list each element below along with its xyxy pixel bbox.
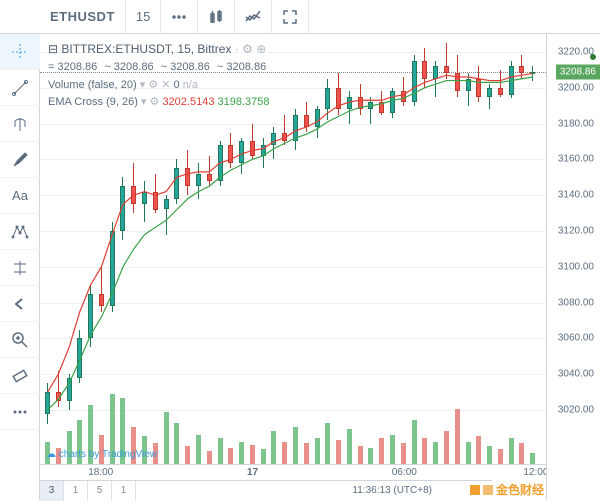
time-axis[interactable]: 18:00 17 06:00 12:00 bbox=[40, 464, 546, 480]
volume-bar bbox=[530, 453, 535, 464]
trendline-tool[interactable] bbox=[0, 70, 40, 106]
time-tick: 18:00 bbox=[88, 467, 113, 478]
volume-bar bbox=[271, 431, 276, 464]
prediction-tool[interactable] bbox=[0, 250, 40, 286]
volume-bar bbox=[519, 443, 524, 464]
volume-bar bbox=[293, 427, 298, 464]
undo-button[interactable] bbox=[0, 286, 40, 322]
volume-bar bbox=[476, 436, 481, 464]
volume-bar bbox=[401, 443, 406, 464]
watermark: 金色财经 bbox=[470, 481, 544, 498]
volume-bar bbox=[174, 423, 179, 464]
volume-bar bbox=[455, 409, 460, 464]
chart-style-button[interactable] bbox=[198, 0, 235, 34]
price-tick: 3180.00 bbox=[558, 118, 594, 129]
price-tick: 3200.00 bbox=[558, 82, 594, 93]
price-tick: 3160.00 bbox=[558, 154, 594, 165]
current-price-label: 3208.86 bbox=[556, 64, 600, 79]
timeframe-button[interactable]: 1 bbox=[112, 481, 136, 501]
volume-bar bbox=[250, 445, 255, 464]
more-tools[interactable] bbox=[0, 394, 40, 430]
price-tick: 3120.00 bbox=[558, 226, 594, 237]
volume-bar bbox=[207, 451, 212, 464]
timeframe-button[interactable]: 1 bbox=[64, 481, 88, 501]
indicators-button[interactable] bbox=[235, 0, 272, 34]
legend-title: BITTREX:ETHUSDT, 15, Bittrex bbox=[61, 42, 231, 56]
interval-menu[interactable] bbox=[161, 0, 198, 34]
volume-bar bbox=[196, 435, 201, 464]
time-tick: 12:00 bbox=[523, 467, 548, 478]
volume-bar bbox=[466, 442, 471, 464]
volume-bar bbox=[433, 442, 438, 464]
volume-bar bbox=[390, 435, 395, 464]
volume-bar bbox=[498, 449, 503, 464]
timeframe-button[interactable]: 3 bbox=[40, 481, 64, 501]
price-tick: 3060.00 bbox=[558, 333, 594, 344]
price-tick: 3040.00 bbox=[558, 369, 594, 380]
tradingview-credit: ☁ charts by TradingView bbox=[46, 449, 157, 460]
drawing-toolbar: Aa bbox=[0, 34, 40, 500]
price-tick: 3220.00 bbox=[558, 46, 594, 57]
fullscreen-button[interactable] bbox=[272, 0, 309, 34]
volume-bar bbox=[218, 438, 223, 464]
bottom-bar: 3151 11:36:13 (UTC+8) bbox=[40, 480, 492, 500]
interval-selector[interactable]: 15 bbox=[126, 0, 161, 34]
volume-bar bbox=[185, 446, 190, 464]
top-toolbar: ETHUSDT 15 bbox=[0, 0, 600, 34]
volume-bar bbox=[509, 438, 514, 464]
volume-bar bbox=[282, 442, 287, 464]
volume-bar bbox=[164, 412, 169, 464]
symbol-selector[interactable]: ETHUSDT bbox=[40, 0, 126, 34]
clock: 11:36:13 (UTC+8) bbox=[352, 485, 432, 496]
zoom-tool[interactable] bbox=[0, 322, 40, 358]
volume-bar bbox=[336, 440, 341, 464]
brush-tool[interactable] bbox=[0, 142, 40, 178]
price-tick: 3100.00 bbox=[558, 261, 594, 272]
timeframe-button[interactable]: 5 bbox=[88, 481, 112, 501]
price-tick: 3020.00 bbox=[558, 405, 594, 416]
chart-legend: ⊟ BITTREX:ETHUSDT, 15, Bittrex · ⚙ ⊕ = 3… bbox=[48, 40, 270, 112]
volume-bar bbox=[412, 420, 417, 464]
volume-bar bbox=[239, 442, 244, 464]
volume-bar bbox=[228, 448, 233, 464]
pitchfork-tool[interactable] bbox=[0, 106, 40, 142]
price-axis[interactable]: 3220.00 3200.00 3180.00 3160.00 3140.00 3120.… bbox=[546, 34, 600, 500]
text-tool[interactable]: Aa bbox=[0, 178, 40, 214]
volume-bar bbox=[261, 449, 266, 464]
volume-bar bbox=[368, 448, 373, 464]
time-tick: 06:00 bbox=[392, 467, 417, 478]
time-tick: 17 bbox=[247, 467, 258, 478]
volume-bar bbox=[422, 438, 427, 464]
volume-bar bbox=[304, 443, 309, 464]
chart-area[interactable]: ⊟ BITTREX:ETHUSDT, 15, Bittrex · ⚙ ⊕ = 3… bbox=[40, 34, 546, 500]
price-tick: 3080.00 bbox=[558, 297, 594, 308]
volume-bar bbox=[358, 446, 363, 464]
pattern-tool[interactable] bbox=[0, 214, 40, 250]
crosshair-tool[interactable] bbox=[0, 34, 40, 70]
volume-bar bbox=[325, 423, 330, 464]
volume-bar bbox=[315, 438, 320, 464]
volume-bar bbox=[347, 429, 352, 464]
volume-bar bbox=[487, 446, 492, 464]
volume-bar bbox=[444, 431, 449, 464]
measure-tool[interactable] bbox=[0, 358, 40, 394]
volume-bar bbox=[379, 438, 384, 464]
price-tick: 3140.00 bbox=[558, 190, 594, 201]
